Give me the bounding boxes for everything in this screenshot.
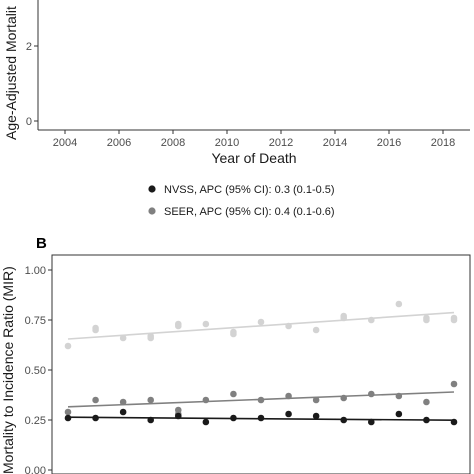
data-point [202, 320, 210, 328]
y-tick-label-b: 0.25 [25, 415, 46, 427]
data-point [340, 314, 348, 322]
data-point [285, 322, 292, 330]
data-point [257, 396, 265, 404]
plot-frame-b [51, 254, 471, 474]
legend-marker-nvss [148, 185, 156, 193]
data-point [450, 418, 458, 426]
panel-a: 02 2004 2006 2008 2010 2012 2014 2016 2018 Age-… [3, 0, 470, 166]
data-point [423, 416, 430, 424]
data-point [202, 418, 210, 426]
fit-lines-b [67, 311, 455, 421]
y-tick-label-a: 0 [26, 116, 32, 128]
panel-label-b: B [36, 235, 47, 252]
x-tick-label-a: 2004 [53, 137, 77, 149]
data-point [257, 318, 265, 326]
data-point [92, 326, 99, 334]
legend-marker-seer [148, 207, 156, 215]
y-tick-label-b: 0.50 [25, 365, 46, 377]
y-ticks-b: 0.00 0.25 0.50 0.75 1.00 [25, 265, 52, 474]
data-point [450, 380, 458, 388]
data-point [312, 396, 320, 404]
x-tick-label-a: 2010 [215, 137, 239, 149]
data-point [119, 334, 127, 342]
data-point [147, 416, 155, 424]
fit-line [67, 311, 455, 340]
data-point [92, 414, 99, 422]
legend-label-seer: SEER, APC (95% CI): 0.4 (0.1-0.6) [164, 206, 335, 218]
data-point [395, 300, 403, 308]
y-tick-label-b: 0.00 [25, 465, 46, 474]
data-point [367, 316, 375, 324]
x-tick-label-a: 2006 [107, 137, 131, 149]
legend: NVSS, APC (95% CI): 0.3 (0.1-0.5) SEER, … [148, 184, 335, 218]
data-point [230, 390, 237, 398]
data-point [64, 414, 72, 422]
data-point [367, 418, 375, 426]
data-point [119, 408, 127, 416]
data-point [64, 408, 72, 416]
data-point [92, 396, 99, 404]
data-point [395, 392, 403, 400]
points-b [64, 300, 458, 426]
y-tick-label-b: 1.00 [25, 265, 46, 277]
data-point [423, 316, 430, 324]
data-point [367, 390, 375, 398]
legend-label-nvss: NVSS, APC (95% CI): 0.3 (0.1-0.5) [164, 184, 335, 196]
data-point [340, 394, 348, 402]
x-axis-title-a: Year of Death [211, 150, 296, 166]
data-point [147, 334, 155, 342]
data-point [312, 412, 320, 420]
data-point [119, 398, 127, 406]
data-point [230, 414, 237, 422]
x-tick-label-a: 2016 [377, 137, 401, 149]
data-point [340, 416, 348, 424]
data-point [257, 414, 265, 422]
y-axis-title-a: Age-Adjusted Mortalit [3, 6, 19, 140]
data-point [395, 410, 403, 418]
panel-b: B 0.00 0.25 0.50 0.75 1.00 Mortality to Inci… [0, 235, 471, 474]
x-tick-label-a: 2018 [431, 137, 455, 149]
data-point [285, 410, 292, 418]
x-tick-label-a: 2008 [161, 137, 185, 149]
data-point [230, 330, 237, 338]
data-point [423, 398, 430, 406]
data-point [147, 396, 155, 404]
y-tick-label-a: 2 [26, 41, 32, 53]
data-point [202, 396, 210, 404]
y-tick-label-b: 0.75 [25, 315, 46, 327]
data-point [312, 326, 320, 334]
x-tick-label-a: 2014 [323, 137, 347, 149]
data-point [174, 322, 182, 330]
data-point [174, 412, 182, 420]
data-point [64, 342, 72, 350]
y-axis-title-b: Mortality to Incidence Ratio (MIR) [0, 266, 16, 474]
data-point [285, 392, 292, 400]
data-point [450, 316, 458, 324]
x-ticks-a: 2004 2006 2008 2010 2012 2014 2016 2018 [53, 130, 455, 149]
y-ticks-a: 02 [26, 41, 38, 128]
x-tick-label-a: 2012 [269, 137, 293, 149]
